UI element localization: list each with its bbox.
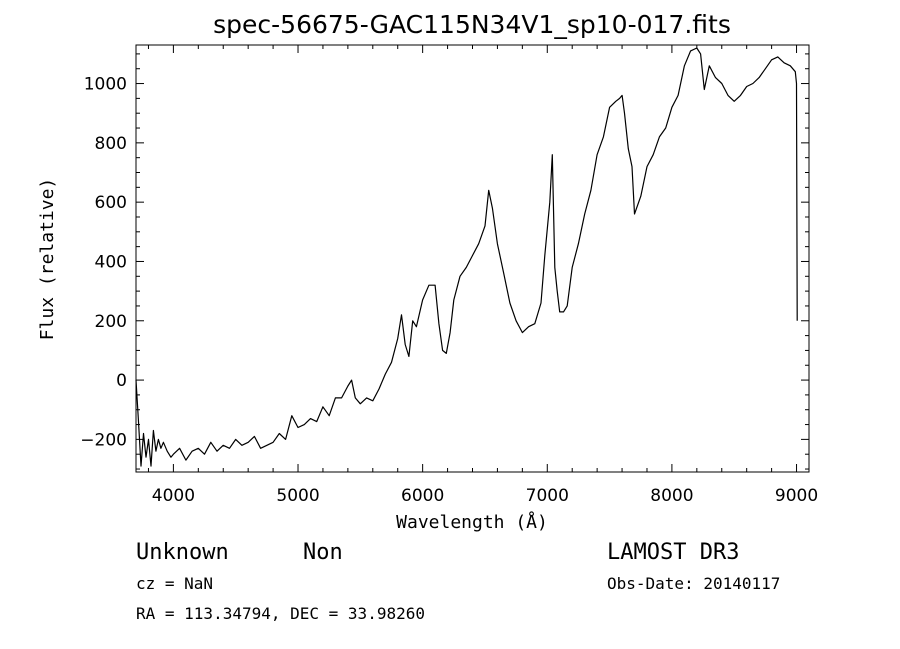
obs-date-label: Obs-Date: 20140117 [607, 574, 780, 593]
coordinates-label: RA = 113.34794, DEC = 33.98260 [136, 604, 425, 623]
plot-frame [135, 44, 810, 473]
x-tick-label: 9000 [775, 486, 818, 506]
y-tick-label: 800 [95, 134, 127, 154]
y-tick-label: 600 [95, 193, 127, 213]
object-subclass: Non [303, 540, 343, 565]
x-tick-label: 5000 [276, 486, 319, 506]
spectrum-line [135, 47, 798, 467]
y-axis: −200 0 200 400 600 800 1000 [80, 53, 809, 470]
chart-title: spec-56675-GAC115N34V1_sp10-017.fits [213, 10, 731, 39]
survey-label: LAMOST DR3 [607, 540, 739, 565]
y-tick-label: 0 [116, 371, 127, 391]
series-layer [135, 47, 798, 467]
y-tick-label: −200 [80, 430, 127, 450]
object-class: Unknown [136, 540, 229, 565]
x-axis-label: Wavelength (Å) [396, 511, 548, 533]
redshift-label: cz = NaN [136, 574, 213, 593]
x-tick-label: 7000 [526, 486, 569, 506]
y-tick-label: 200 [95, 312, 127, 332]
y-tick-label: 400 [95, 252, 127, 272]
y-tick-label: 1000 [84, 75, 127, 95]
y-axis-label: Flux (relative) [37, 178, 58, 341]
x-tick-label: 4000 [152, 486, 195, 506]
x-tick-label: 6000 [401, 486, 444, 506]
x-axis: 4000 5000 6000 7000 8000 9000 [147, 45, 818, 506]
x-tick-label: 8000 [650, 486, 693, 506]
